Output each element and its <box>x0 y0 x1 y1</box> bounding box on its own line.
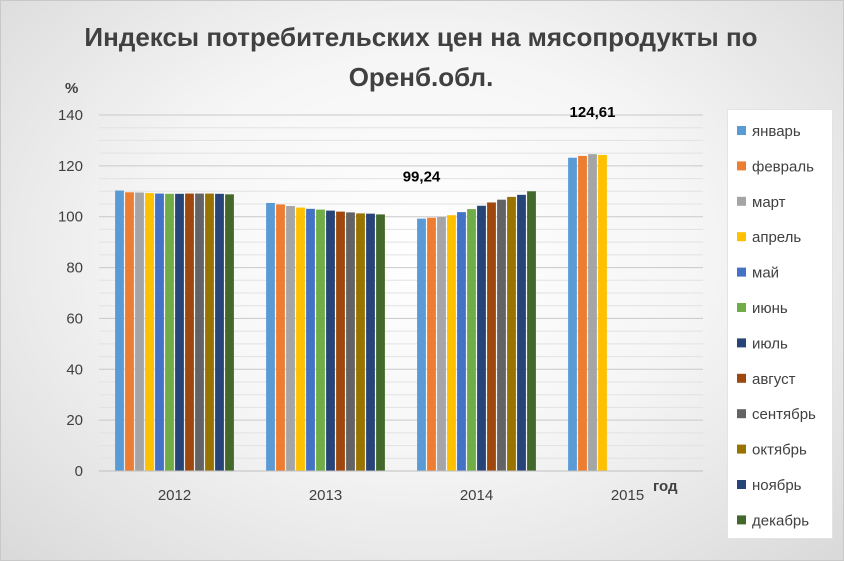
legend-box <box>727 109 833 539</box>
bar <box>366 213 375 472</box>
bar <box>266 202 275 472</box>
bar <box>527 191 536 472</box>
y-tick-label: 0 <box>75 463 83 480</box>
data-label: 99,24 <box>403 169 441 186</box>
legend-label: октябрь <box>752 442 807 459</box>
bar <box>457 212 466 471</box>
data-label: 124,61 <box>570 104 616 121</box>
bar <box>125 192 134 471</box>
legend-label: март <box>752 194 786 211</box>
legend-label: февраль <box>752 158 814 175</box>
legend-swatch <box>737 126 746 135</box>
x-tick-label: 2012 <box>158 487 191 504</box>
annotations: 99,24 124,61 <box>403 104 616 186</box>
bar <box>135 192 144 472</box>
legend-label: сентябрь <box>752 406 816 423</box>
legend-swatch <box>737 515 746 525</box>
legend-swatch <box>737 373 746 383</box>
bar <box>145 193 154 471</box>
x-tick-label: 2015 <box>611 487 644 504</box>
bar <box>155 193 164 471</box>
bar <box>326 210 335 471</box>
bar <box>215 193 224 472</box>
legend-label: ноябрь <box>752 477 802 494</box>
legend-swatch <box>737 480 746 489</box>
bar <box>286 206 295 471</box>
bar <box>175 193 184 472</box>
bar <box>115 190 124 471</box>
bar <box>427 217 436 471</box>
y-axis-title: % <box>65 80 78 97</box>
y-tick-label: 140 <box>58 107 83 124</box>
legend-swatch <box>737 338 746 348</box>
bar <box>336 211 345 471</box>
bar <box>578 155 587 471</box>
bar <box>296 207 305 471</box>
legend-label: июнь <box>752 300 788 317</box>
bars <box>115 154 607 472</box>
bar <box>568 157 577 471</box>
bar <box>447 215 456 471</box>
bar <box>437 216 446 471</box>
legend-swatch <box>737 409 746 419</box>
legend-label: апрель <box>752 229 801 246</box>
axes: % год 0 20 40 60 80 100 120 140 2012 2013 2014 2015 <box>58 80 703 504</box>
bar <box>517 194 526 472</box>
bar <box>497 199 506 472</box>
bar <box>376 214 385 471</box>
legend-label: январь <box>752 123 801 140</box>
bar <box>316 209 325 471</box>
bar <box>195 193 204 471</box>
bar <box>417 218 426 471</box>
bar <box>205 193 214 471</box>
legend-swatch <box>737 161 746 171</box>
legend-swatch <box>737 303 746 312</box>
y-tick-label: 20 <box>66 412 83 429</box>
chart-title: Индексы потребительских цен на мясопроду… <box>84 22 758 92</box>
legend-label: июль <box>752 335 788 352</box>
bar <box>598 154 607 471</box>
legend-swatch <box>737 444 746 454</box>
legend-swatch <box>737 267 746 277</box>
bar <box>346 212 355 472</box>
y-tick-label: 100 <box>58 209 83 226</box>
bar <box>225 194 234 471</box>
legend-swatch <box>737 196 746 206</box>
legend: январь февраль март апрель май июнь июль август… <box>737 123 816 529</box>
legend-label: май <box>752 265 779 282</box>
bar <box>487 202 496 471</box>
bar <box>507 196 516 471</box>
x-axis-title: год <box>653 478 678 495</box>
y-tick-label: 60 <box>66 310 83 327</box>
legend-label: декабрь <box>752 512 809 529</box>
legend-label: август <box>752 371 796 388</box>
bar <box>185 193 194 471</box>
x-tick-label: 2014 <box>460 487 493 504</box>
bar <box>588 154 597 471</box>
legend-swatch <box>737 232 746 242</box>
bar <box>467 209 476 472</box>
x-tick-label: 2013 <box>309 487 342 504</box>
bar <box>477 205 486 471</box>
bar <box>306 208 315 471</box>
y-tick-label: 80 <box>66 260 83 277</box>
y-tick-label: 120 <box>58 158 83 175</box>
bar <box>356 213 365 471</box>
bar <box>165 193 174 472</box>
bar <box>276 204 285 471</box>
y-tick-label: 40 <box>66 361 83 378</box>
